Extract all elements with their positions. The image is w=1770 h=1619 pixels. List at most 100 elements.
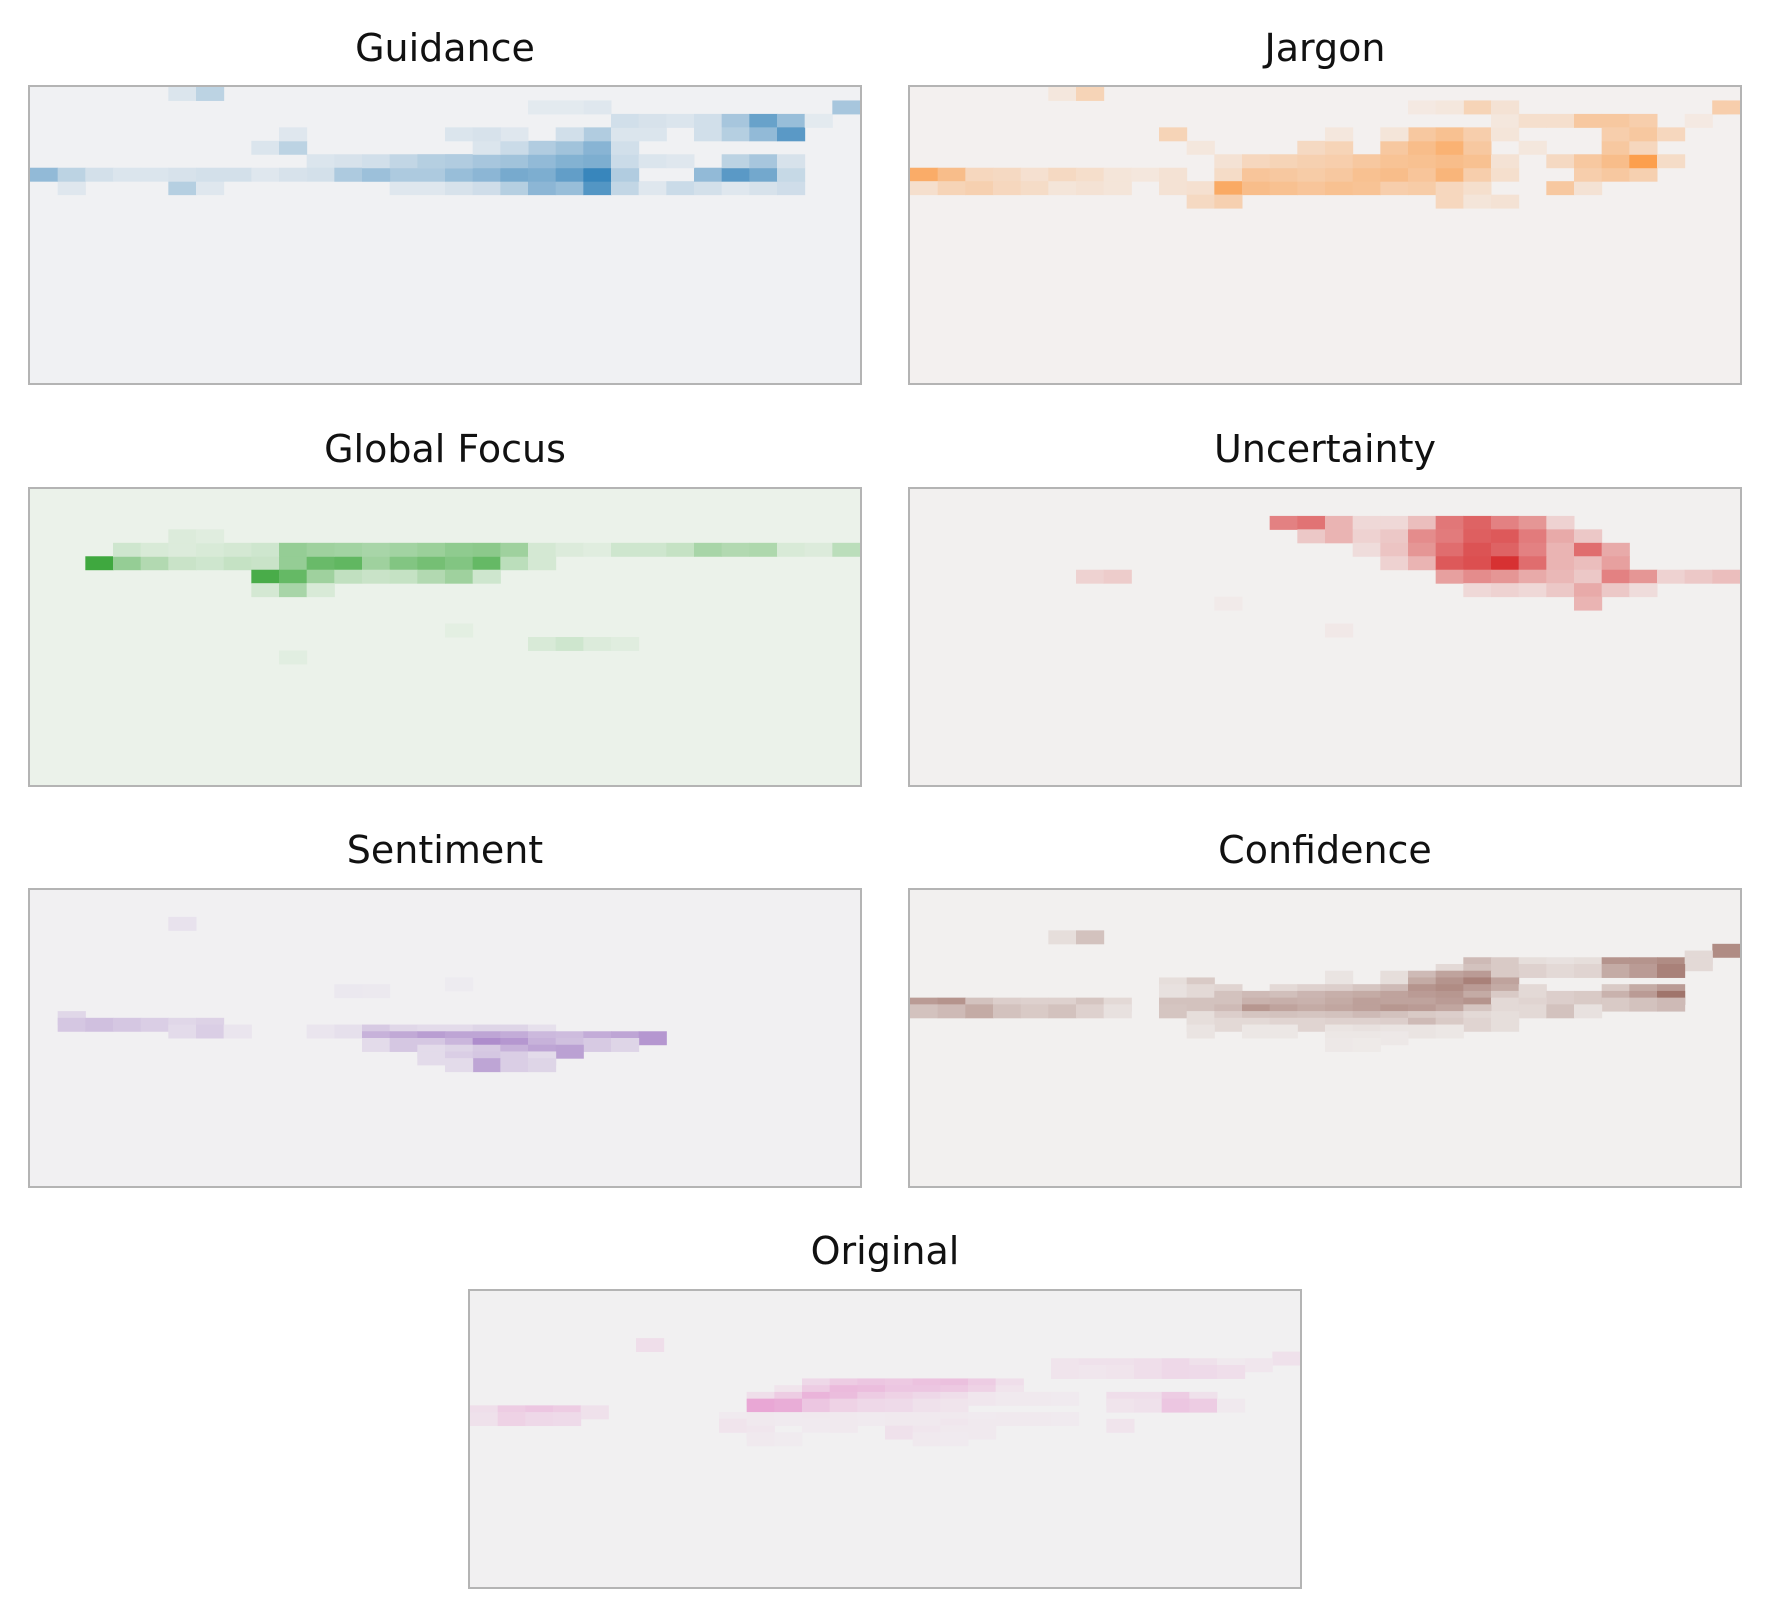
heatmap-cell xyxy=(1684,957,1713,972)
heatmap-cell xyxy=(885,1412,914,1427)
heatmap-cell xyxy=(1574,542,1603,557)
heatmap-cell xyxy=(611,140,640,155)
heatmap-cell xyxy=(1186,984,1215,999)
heatmap-cell xyxy=(279,140,308,155)
heatmap-cell xyxy=(196,1024,225,1039)
heatmap-cell xyxy=(1518,113,1547,128)
heatmap-cell xyxy=(1214,596,1243,611)
heatmap-cell xyxy=(334,154,363,169)
heatmap-cell xyxy=(497,1412,526,1427)
heatmap-cell xyxy=(555,542,584,557)
heatmap-cell xyxy=(583,542,612,557)
heatmap-cell xyxy=(1076,167,1105,182)
heatmap-cell xyxy=(993,167,1022,182)
heatmap-cell xyxy=(1491,194,1520,209)
heatmap-cell xyxy=(1269,181,1298,196)
heatmap-cell xyxy=(1435,181,1464,196)
heatmap-cell xyxy=(417,542,446,557)
heatmap-cell xyxy=(1408,515,1437,530)
heatmap-cell xyxy=(306,556,335,571)
heatmap-cell xyxy=(777,181,806,196)
heatmap-svg xyxy=(30,87,860,383)
heatmap-cell xyxy=(389,181,446,196)
heatmap-cell xyxy=(472,167,501,182)
heatmap-cell xyxy=(1078,1365,1107,1379)
heatmap-cell xyxy=(251,569,280,584)
heatmap-cell xyxy=(1712,100,1727,115)
heatmap-cell xyxy=(1297,140,1326,155)
heatmap-cell xyxy=(666,154,695,169)
heatmap-cell xyxy=(1491,997,1520,1012)
heatmap-cell xyxy=(885,1398,914,1413)
heatmap-cell xyxy=(1629,964,1658,978)
heatmap-cell xyxy=(1574,181,1603,196)
heatmap-cell xyxy=(749,181,778,196)
heatmap-cell xyxy=(525,1412,554,1427)
heatmap-cell xyxy=(1463,140,1492,155)
heatmap-cell xyxy=(251,542,280,557)
heatmap-cell xyxy=(1186,1024,1215,1039)
heatmap-cell xyxy=(445,181,474,196)
heatmap-cell xyxy=(1242,167,1271,182)
heatmap-cell xyxy=(1574,583,1603,598)
heatmap-plot-area xyxy=(908,888,1742,1188)
heatmap-cell xyxy=(1546,990,1575,1005)
heatmap-cell xyxy=(168,87,197,101)
heatmap-cell xyxy=(746,1432,775,1447)
heatmap-cell xyxy=(832,542,860,557)
heatmap-cell xyxy=(777,127,806,142)
heatmap-cell xyxy=(1297,167,1326,182)
heatmap-cell xyxy=(1657,154,1686,169)
heatmap-svg xyxy=(910,489,1740,785)
heatmap-cell xyxy=(1325,623,1354,638)
heatmap-cell xyxy=(1408,167,1437,182)
heatmap-cell xyxy=(1297,154,1326,169)
heatmap-cell xyxy=(1518,964,1547,978)
heatmap-cell xyxy=(1076,1004,1105,1019)
heatmap-cell xyxy=(940,1398,969,1413)
heatmap-cell xyxy=(1601,964,1630,978)
heatmap-cell xyxy=(1020,1004,1049,1019)
heatmap-cell xyxy=(1269,167,1298,182)
heatmap-cell xyxy=(829,1418,858,1433)
heatmap-cell xyxy=(937,181,966,196)
heatmap-cell xyxy=(583,154,612,169)
heatmap-cell xyxy=(445,556,474,571)
heatmap-cell xyxy=(528,1058,557,1073)
heatmap-cell xyxy=(1546,542,1575,557)
heatmap-cell xyxy=(1629,154,1658,169)
heatmap-cell xyxy=(993,181,1022,196)
heatmap-cell xyxy=(1518,556,1547,571)
heatmap-cell xyxy=(1217,1365,1246,1379)
heatmap-cell xyxy=(721,113,750,128)
heatmap-cell xyxy=(1601,140,1630,155)
heatmap-cell xyxy=(555,127,584,142)
heatmap-cell xyxy=(362,167,391,182)
heatmap-cell xyxy=(611,154,640,169)
heatmap-cell xyxy=(1297,515,1326,530)
heatmap-cell xyxy=(910,181,939,196)
heatmap-cell xyxy=(1048,87,1077,101)
heatmap-cell xyxy=(1159,1004,1188,1019)
heatmap-cell xyxy=(774,1398,803,1413)
heatmap-cell xyxy=(306,154,335,169)
heatmap-cell xyxy=(1518,1004,1547,1019)
heatmap-cell xyxy=(1657,964,1686,978)
heatmap-cell xyxy=(417,1051,446,1066)
heatmap-cell xyxy=(1491,515,1520,530)
heatmap-cell xyxy=(553,1412,582,1427)
heatmap-cell xyxy=(196,181,225,196)
heatmap-cell xyxy=(223,167,252,182)
heatmap-cell xyxy=(1435,1024,1464,1039)
heatmap-cell xyxy=(140,167,169,182)
heatmap-cell xyxy=(1518,542,1547,557)
heatmap-cell xyxy=(774,1432,803,1447)
heatmap-cell xyxy=(583,140,612,155)
heatmap-cell xyxy=(1491,556,1520,571)
heatmap-cell xyxy=(583,1038,612,1052)
heatmap-cell xyxy=(168,1024,197,1039)
heatmap-cell xyxy=(1546,113,1575,128)
heatmap-cell xyxy=(1435,542,1464,557)
heatmap-cell xyxy=(555,100,584,115)
heatmap-cell xyxy=(279,583,308,598)
